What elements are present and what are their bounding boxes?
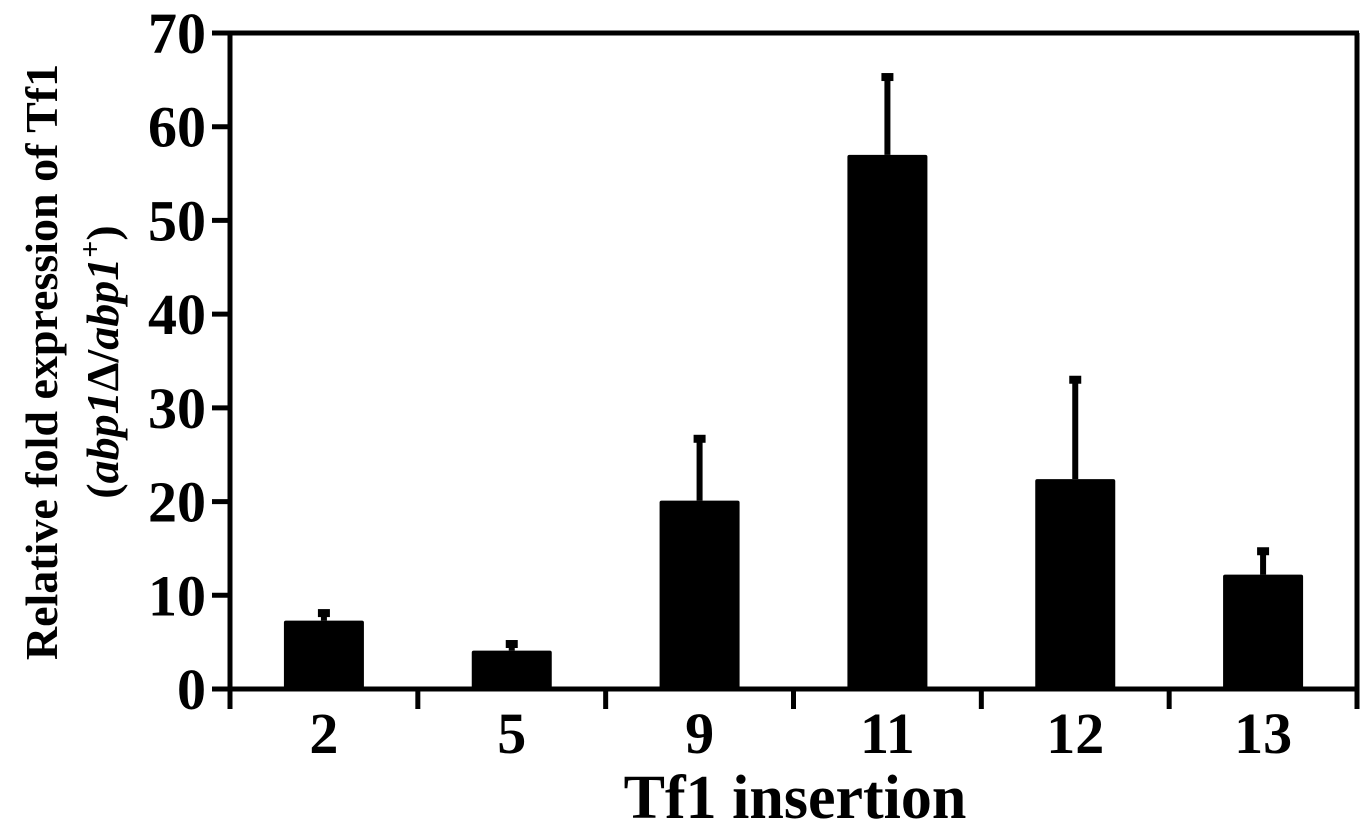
x-tick-label-11: 11 [860,701,915,766]
x-tick-label-5: 5 [497,701,526,766]
y-axis-title-line2: (abp1Δ/abp1+) [74,225,128,498]
y-tick-label-70: 70 [148,1,206,66]
bar-11 [847,154,928,690]
axes: 0 10 20 30 40 50 60 70 2 5 9 11 12 13 [148,1,1360,766]
x-tick-label-13: 13 [1234,701,1292,766]
bar-9 [659,500,740,689]
y-tick-label-10: 10 [148,563,206,628]
y-tick-label-0: 0 [177,657,206,722]
x-tick-label-9: 9 [685,701,714,766]
bar-12 [1035,479,1116,689]
y-tick-label-60: 60 [148,95,206,160]
bar-5 [471,650,552,689]
x-axis-title: Tf1 insertion [624,764,967,828]
y-axis-title-line1: Relative fold expression of Tf1 [16,64,67,660]
x-tick-label-2: 2 [309,701,338,766]
plot-area [283,73,1304,690]
y-tick-label-20: 20 [148,470,206,535]
x-tick-label-12: 12 [1046,701,1104,766]
y-tick-label-40: 40 [148,282,206,347]
y-axis-title: Relative fold expression of Tf1 (abp1Δ/a… [16,64,128,660]
y-tick-label-30: 30 [148,376,206,441]
y-tick-label-50: 50 [148,188,206,253]
bar-13 [1223,574,1304,689]
bar-2 [283,620,364,689]
